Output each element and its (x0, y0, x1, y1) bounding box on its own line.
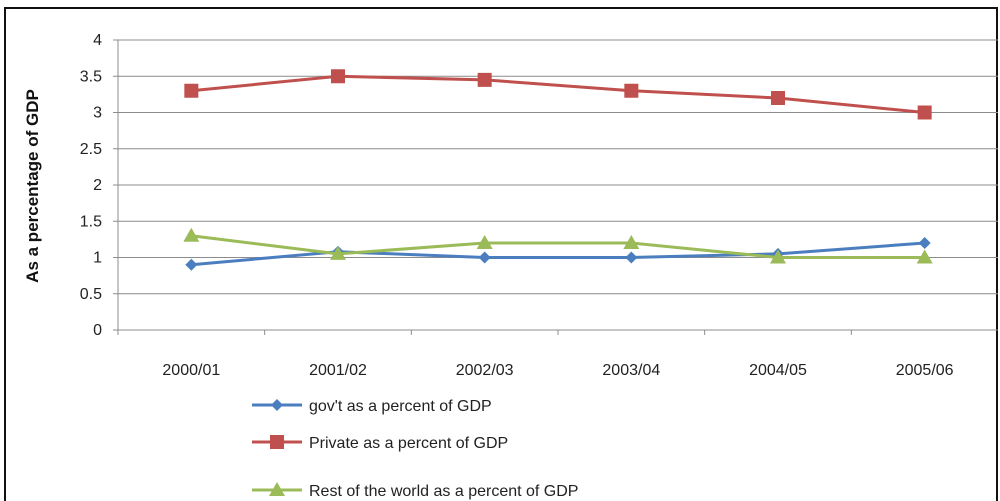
data-point-marker (918, 237, 931, 249)
data-point-marker (183, 227, 200, 242)
y-tick-label: 4 (93, 32, 102, 49)
legend-label: gov't as a percent of GDP (309, 398, 492, 415)
y-axis-label: As a percentage of GDP (23, 89, 42, 283)
y-tick-label: 3.5 (80, 68, 102, 85)
data-point-marker (477, 72, 492, 87)
chart-frame (4, 7, 998, 501)
data-point-marker (625, 251, 638, 264)
legend-marker (269, 482, 285, 496)
data-point-marker (770, 249, 786, 264)
data-point-marker (771, 91, 785, 105)
x-tick-label: 2003/04 (602, 362, 660, 379)
series-2 (184, 69, 932, 120)
data-point-marker (476, 235, 493, 249)
legend-marker (271, 399, 283, 411)
y-tick-label: 2 (93, 177, 102, 194)
series-line (191, 234, 925, 259)
y-tick-label: 0 (93, 322, 102, 339)
legend-item-1: gov't as a percent of GDP (252, 398, 492, 415)
series-line (191, 241, 925, 267)
x-tick-label: 2001/02 (309, 362, 367, 379)
y-tick-labels: 0 0.5 1 1.5 2 2.5 3 3.5 4 (80, 32, 102, 339)
y-tick-label: 0.5 (80, 286, 102, 303)
y-tick-label: 1.5 (80, 213, 102, 230)
series-line (191, 74, 925, 114)
series-lines (183, 69, 933, 271)
y-tick-label: 2.5 (80, 141, 102, 158)
x-tick-label: 2004/05 (749, 362, 807, 379)
data-point-marker (331, 69, 345, 84)
data-point-marker (623, 235, 640, 249)
series-3 (183, 227, 933, 264)
x-tick-label: 2000/01 (162, 362, 220, 379)
legend-label: Private as a percent of GDP (309, 435, 508, 452)
y-tick-label: 1 (93, 250, 102, 267)
x-tick-label: 2005/06 (896, 362, 954, 379)
data-point-marker (184, 83, 199, 98)
legend-item-2: Private as a percent of GDP (252, 435, 508, 452)
data-point-marker (624, 83, 639, 98)
data-point-marker (185, 258, 198, 271)
legend-item-3: Rest of the world as a percent of GDP (252, 482, 578, 500)
data-point-marker (330, 245, 346, 260)
y-tick-label: 3 (93, 105, 102, 122)
data-point-marker (916, 249, 933, 264)
legend-marker (270, 435, 284, 449)
axes (113, 39, 998, 335)
x-tick-labels: 2000/01 2001/02 2002/03 2003/04 2004/05 2005/… (162, 362, 953, 379)
x-tick-label: 2002/03 (456, 362, 514, 379)
gridlines (118, 39, 998, 295)
legend-label: Rest of the world as a percent of GDP (309, 483, 578, 500)
data-point-marker (478, 251, 491, 264)
legend: gov't as a percent of GDP Private as a pe… (252, 398, 578, 500)
data-point-marker (917, 105, 932, 120)
